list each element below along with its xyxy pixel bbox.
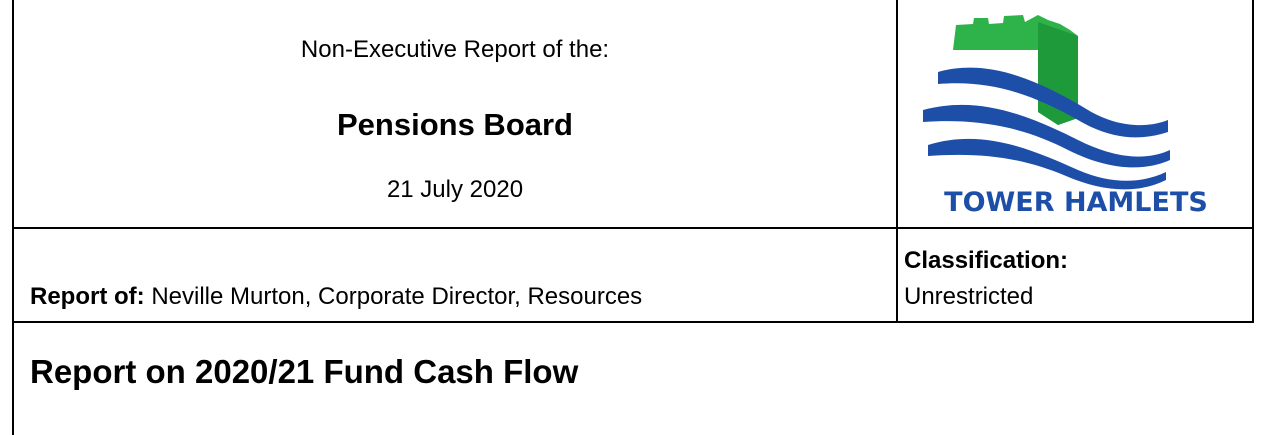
border: [896, 0, 898, 322]
date: 21 July 2020: [386, 176, 524, 203]
border: [12, 227, 1254, 229]
classification-label: Classification:: [904, 247, 1069, 274]
logo-wave: [928, 138, 1166, 190]
report-of-label: Report of:: [30, 283, 145, 310]
committee: Pensions Board: [337, 107, 573, 142]
report-of: Report of: Neville Murton, Corporate Dir…: [30, 283, 642, 311]
logo-wave: [938, 67, 1168, 138]
border: [12, 0, 14, 435]
report-title: Report on 2020/21 Fund Cash Flow: [30, 353, 579, 390]
border: [12, 321, 1254, 323]
border: [1252, 0, 1254, 322]
classification-value: Unrestricted: [904, 283, 1034, 310]
logo: TOWER HAMLETS: [923, 15, 1208, 218]
logo-text: TOWER HAMLETS: [944, 187, 1208, 218]
intro: Non-Executive Report of the:: [300, 36, 610, 63]
report-of-value: Neville Murton, Corporate Director, Reso…: [151, 283, 643, 310]
logo-wave: [923, 104, 1170, 168]
